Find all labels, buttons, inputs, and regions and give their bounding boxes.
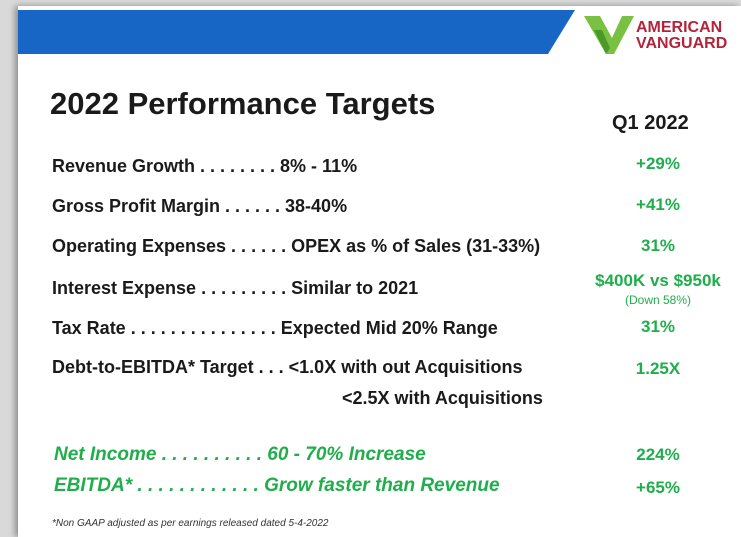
row-label: Tax Rate . . . . . . . . . . . . . . . E…	[52, 318, 498, 338]
row-label: Debt-to-EBITDA* Target . . . <1.0X with …	[52, 357, 523, 377]
row-label: Interest Expense . . . . . . . . . Simil…	[52, 278, 419, 298]
highlight-label: Net Income . . . . . . . . . . 60 - 70% …	[54, 444, 426, 465]
row-label: Revenue Growth . . . . . . . . 8% - 11%	[52, 156, 358, 176]
header-band	[18, 10, 634, 54]
highlight-value: +65%	[636, 478, 680, 497]
row-value: $400K vs $950k	[595, 271, 721, 290]
row-label: Gross Profit Margin . . . . . . 38-40%	[52, 196, 348, 216]
logo-text: AMERICAN VANGUARD	[636, 20, 727, 52]
logo-line: AMERICAN	[636, 19, 723, 36]
highlight-label: EBITDA* . . . . . . . . . . . . Grow fas…	[54, 475, 500, 496]
row-note: (Down 58%)	[624, 293, 692, 307]
column-header: Q1 2022	[612, 112, 689, 134]
highlight-value: 224%	[636, 445, 680, 464]
logo-line: VANGUARD	[636, 35, 728, 52]
row-value: +29%	[636, 154, 680, 173]
row-label: Operating Expenses . . . . . . OPEX as %…	[52, 236, 541, 256]
slide: AMERICAN VANGUARD 2022 Performance Target…	[18, 6, 741, 537]
footnote: *Non GAAP adjusted as per earnings relea…	[52, 518, 329, 529]
row-value: +41%	[636, 195, 680, 214]
title: 2022 Performance Targets	[50, 86, 436, 121]
row-value: 1.25X	[635, 359, 681, 378]
row-value: 31%	[640, 317, 676, 336]
row-value: 31%	[640, 236, 676, 255]
row-label: <2.5X with Acquisitions	[342, 388, 543, 408]
